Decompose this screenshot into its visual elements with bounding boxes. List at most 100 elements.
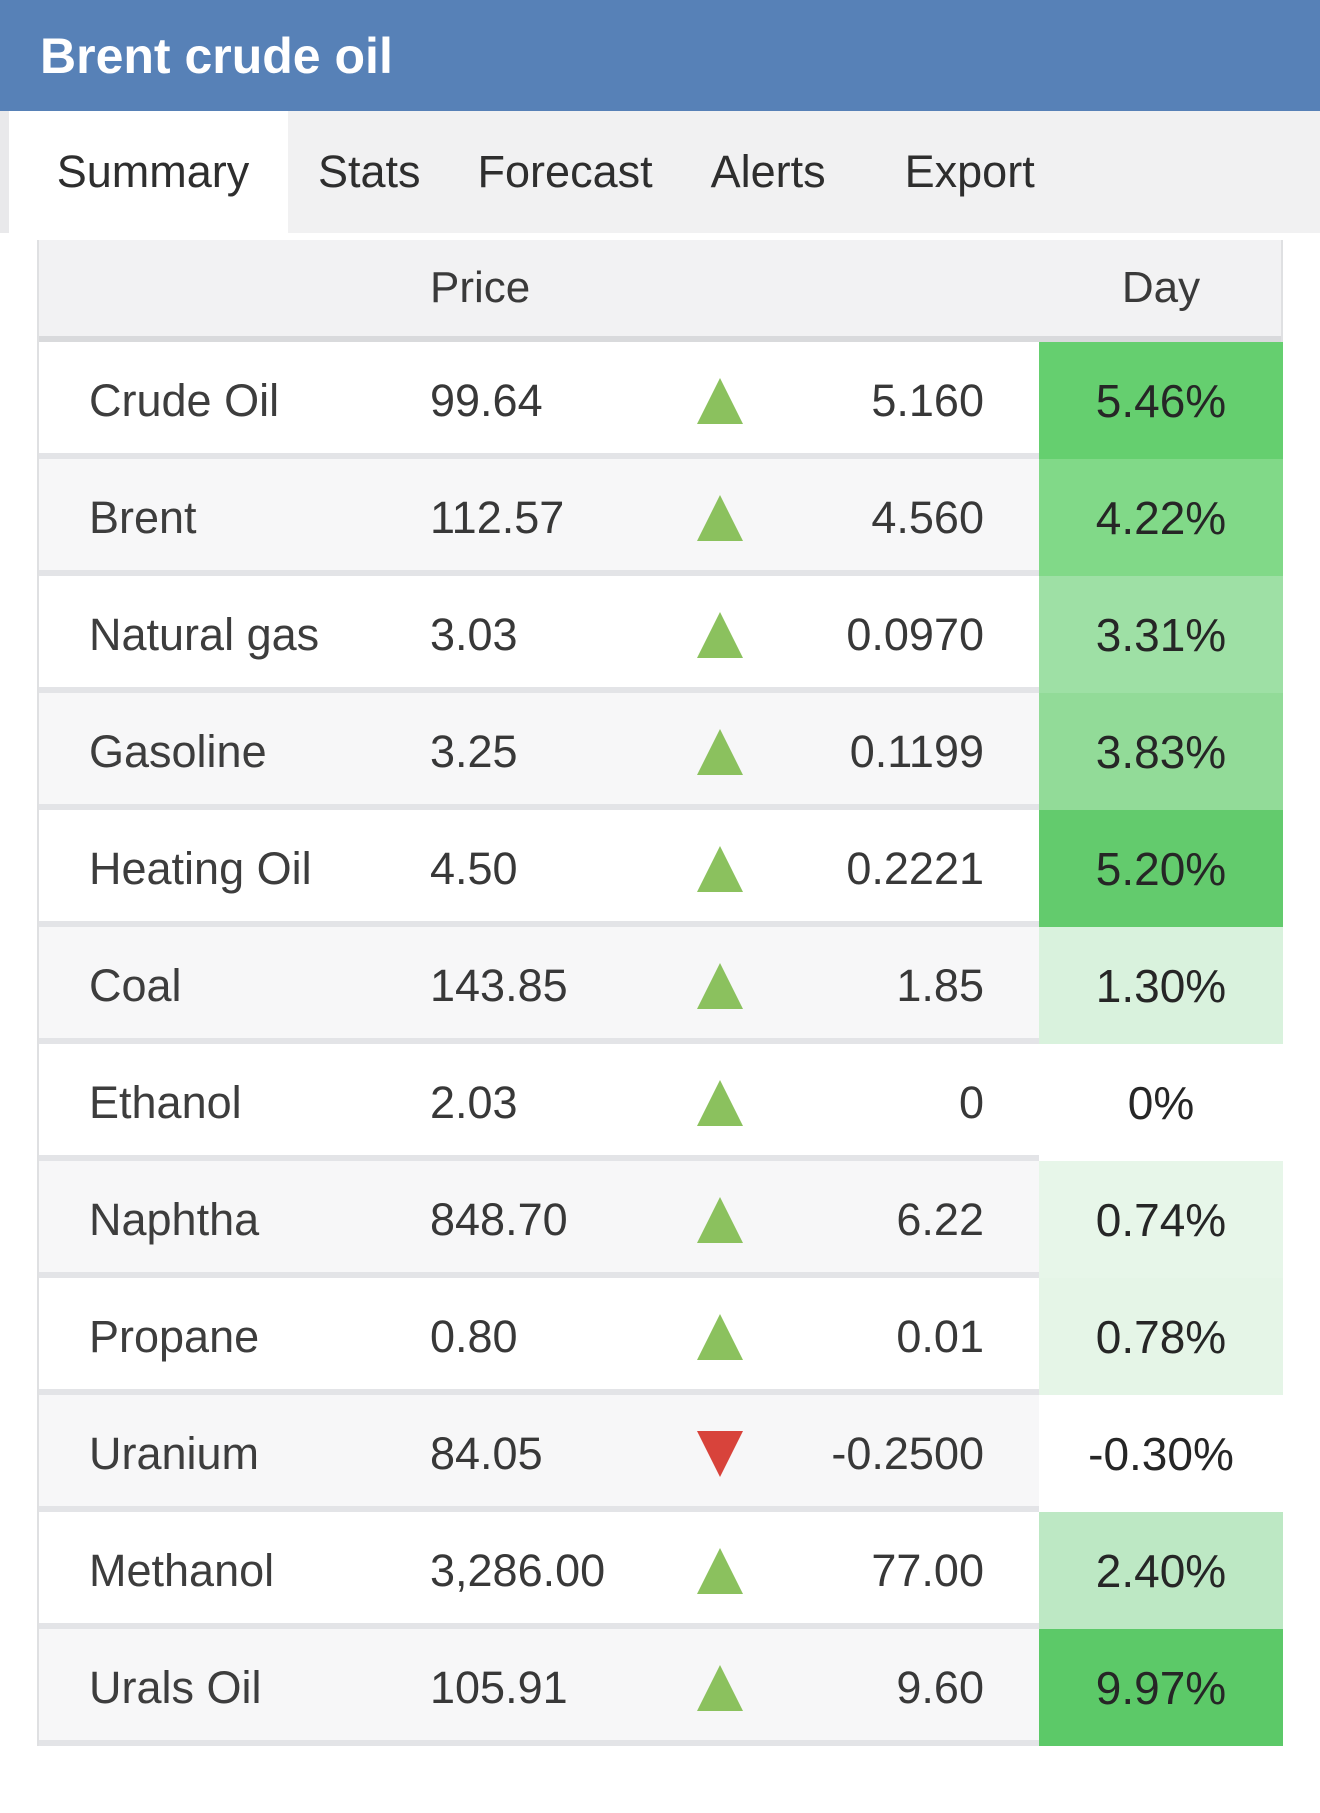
day-percent-badge: 0.78% — [1039, 1278, 1283, 1395]
commodity-name[interactable]: Gasoline — [89, 725, 267, 777]
day-percent-badge: 2.40% — [1039, 1512, 1283, 1629]
price-value: 99.64 — [430, 374, 543, 426]
change-value: 0.2221 — [846, 842, 984, 894]
change-value: 0 — [958, 1076, 984, 1128]
change-direction-cell — [640, 611, 800, 658]
change-direction-cell — [640, 1196, 800, 1243]
day-percent-badge: 0.74% — [1039, 1161, 1283, 1278]
tab-bar-left-gap — [9, 111, 18, 233]
day-percent-badge: 4.22% — [1039, 459, 1283, 576]
arrow-up-icon — [697, 1313, 743, 1360]
change-value: -0.2500 — [831, 1427, 984, 1479]
price-value: 112.57 — [430, 491, 565, 543]
tab-export[interactable]: Export — [904, 146, 1035, 197]
table-row[interactable]: Uranium 84.05 -0.2500 -0.30% — [39, 1395, 1283, 1512]
price-value: 0.80 — [430, 1310, 518, 1362]
commodity-name[interactable]: Heating Oil — [89, 842, 312, 894]
commodity-name[interactable]: Crude Oil — [89, 374, 280, 426]
price-value: 848.70 — [430, 1193, 568, 1245]
price-value: 3.03 — [430, 608, 518, 660]
change-value: 9.60 — [896, 1661, 984, 1713]
tab-bar: Summary Stats Forecast Alerts Export — [0, 111, 1320, 233]
day-percent-badge: 9.97% — [1039, 1629, 1283, 1746]
table-header-row: Price Day — [39, 240, 1281, 342]
table-body: Crude Oil 99.64 5.160 5.46% Brent 112.57 4.560… — [39, 342, 1283, 1746]
day-percent-badge: 5.20% — [1039, 810, 1283, 927]
commodity-name[interactable]: Propane — [89, 1310, 260, 1362]
table-row[interactable]: Naphtha 848.70 6.22 0.74% — [39, 1161, 1283, 1278]
change-value: 0.1199 — [849, 725, 984, 777]
tab-alerts[interactable]: Alerts — [710, 146, 826, 197]
arrow-up-icon — [697, 1664, 743, 1711]
day-percent-badge: 3.31% — [1039, 576, 1283, 693]
price-value: 3.25 — [430, 725, 518, 777]
change-value: 5.160 — [871, 374, 984, 426]
arrow-up-icon — [697, 1547, 743, 1594]
change-direction-cell — [640, 1664, 800, 1711]
table-row[interactable]: Methanol 3,286.00 77.00 2.40% — [39, 1512, 1283, 1629]
arrow-up-icon — [697, 1079, 743, 1126]
day-percent-badge: 3.83% — [1039, 693, 1283, 810]
price-value: 105.91 — [430, 1661, 568, 1713]
price-value: 143.85 — [430, 959, 568, 1011]
table-row[interactable]: Natural gas 3.03 0.0970 3.31% — [39, 576, 1283, 693]
change-value: 4.560 — [871, 491, 984, 543]
change-direction-cell — [640, 845, 800, 892]
table-row[interactable]: Ethanol 2.03 0 0% — [39, 1044, 1283, 1161]
arrow-up-icon — [697, 494, 743, 541]
table-row[interactable]: Coal 143.85 1.85 1.30% — [39, 927, 1283, 1044]
tab-summary[interactable]: Summary — [18, 111, 288, 233]
arrow-up-icon — [697, 845, 743, 892]
price-value: 2.03 — [430, 1076, 518, 1128]
change-direction-cell — [640, 494, 800, 541]
page-title: Brent crude oil — [40, 27, 393, 84]
table-row[interactable]: Heating Oil 4.50 0.2221 5.20% — [39, 810, 1283, 927]
change-direction-cell — [640, 1079, 800, 1126]
change-value: 77.00 — [871, 1544, 984, 1596]
arrow-up-icon — [697, 962, 743, 1009]
commodity-name[interactable]: Naphtha — [89, 1193, 260, 1245]
column-header-price[interactable]: Price — [430, 263, 531, 312]
change-value: 0.01 — [896, 1310, 984, 1362]
change-direction-cell — [640, 962, 800, 1009]
change-direction-cell — [640, 377, 800, 424]
tab-stats[interactable]: Stats — [318, 146, 421, 197]
change-value: 0.0970 — [846, 608, 984, 660]
commodity-name[interactable]: Natural gas — [89, 608, 320, 660]
day-percent-badge: 0% — [1039, 1044, 1283, 1161]
commodity-table: Price Day Crude Oil 99.64 5.160 5.46% Brent 1… — [37, 240, 1283, 1746]
table-row[interactable]: Gasoline 3.25 0.1199 3.83% — [39, 693, 1283, 810]
change-direction-cell — [640, 1430, 800, 1477]
price-value: 3,286.00 — [430, 1544, 606, 1596]
arrow-up-icon — [697, 1196, 743, 1243]
commodity-name[interactable]: Uranium — [89, 1427, 260, 1479]
commodity-name[interactable]: Coal — [89, 959, 182, 1011]
content-area: Price Day Crude Oil 99.64 5.160 5.46% Brent 1… — [0, 233, 1320, 1746]
tab-forecast[interactable]: Forecast — [477, 146, 653, 197]
commodity-name[interactable]: Ethanol — [89, 1076, 242, 1128]
arrow-up-icon — [697, 611, 743, 658]
commodity-name[interactable]: Brent — [89, 491, 197, 543]
day-percent-badge: 5.46% — [1039, 342, 1283, 459]
table-row[interactable]: Crude Oil 99.64 5.160 5.46% — [39, 342, 1283, 459]
arrow-up-icon — [697, 728, 743, 775]
page-header: Brent crude oil — [0, 0, 1320, 111]
arrow-up-icon — [697, 377, 743, 424]
change-value: 6.22 — [896, 1193, 984, 1245]
day-percent-badge: -0.30% — [1039, 1395, 1283, 1512]
tab-bar-left-edge — [0, 111, 9, 233]
commodity-name[interactable]: Urals Oil — [89, 1661, 262, 1713]
price-value: 4.50 — [430, 842, 518, 894]
change-direction-cell — [640, 1547, 800, 1594]
arrow-down-icon — [697, 1430, 743, 1477]
table-row[interactable]: Brent 112.57 4.560 4.22% — [39, 459, 1283, 576]
price-value: 84.05 — [430, 1427, 543, 1479]
commodity-name[interactable]: Methanol — [89, 1544, 275, 1596]
table-row[interactable]: Propane 0.80 0.01 0.78% — [39, 1278, 1283, 1395]
change-direction-cell — [640, 1313, 800, 1360]
change-direction-cell — [640, 728, 800, 775]
column-header-day[interactable]: Day — [1121, 263, 1201, 312]
table-row[interactable]: Urals Oil 105.91 9.60 9.97% — [39, 1629, 1283, 1746]
day-percent-badge: 1.30% — [1039, 927, 1283, 1044]
